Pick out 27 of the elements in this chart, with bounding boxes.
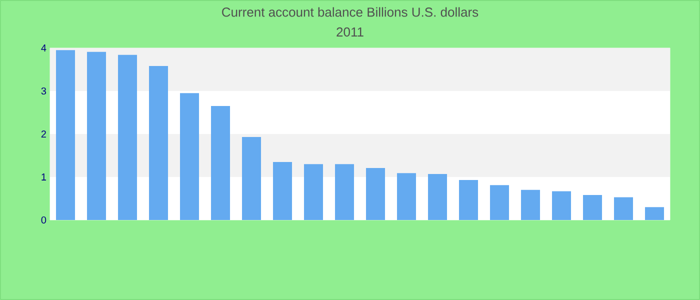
bar (428, 174, 448, 220)
y-tick-label: 2 (41, 130, 46, 138)
bar (87, 52, 106, 220)
bar (56, 50, 76, 220)
bar (149, 66, 168, 220)
bar (304, 164, 324, 220)
bar (614, 197, 634, 220)
bar (521, 190, 540, 220)
chart-title: Current account balance Billions U.S. dollars (222, 7, 478, 17)
bar (490, 185, 510, 220)
bar (552, 191, 572, 220)
bar (366, 168, 386, 220)
bar (211, 106, 230, 220)
y-tick-label: 0 (41, 216, 46, 224)
bar (242, 137, 262, 220)
bar (273, 162, 292, 220)
y-tick-label: 4 (41, 44, 46, 52)
bar (645, 207, 664, 220)
bar (459, 180, 478, 220)
bar (180, 93, 200, 220)
y-tick-label: 3 (41, 87, 46, 95)
bar (335, 164, 354, 220)
bar (583, 195, 602, 220)
bar (397, 173, 416, 220)
y-tick-label: 1 (42, 174, 46, 180)
chart-subtitle: 2011 (336, 27, 364, 37)
bar (118, 54, 138, 220)
